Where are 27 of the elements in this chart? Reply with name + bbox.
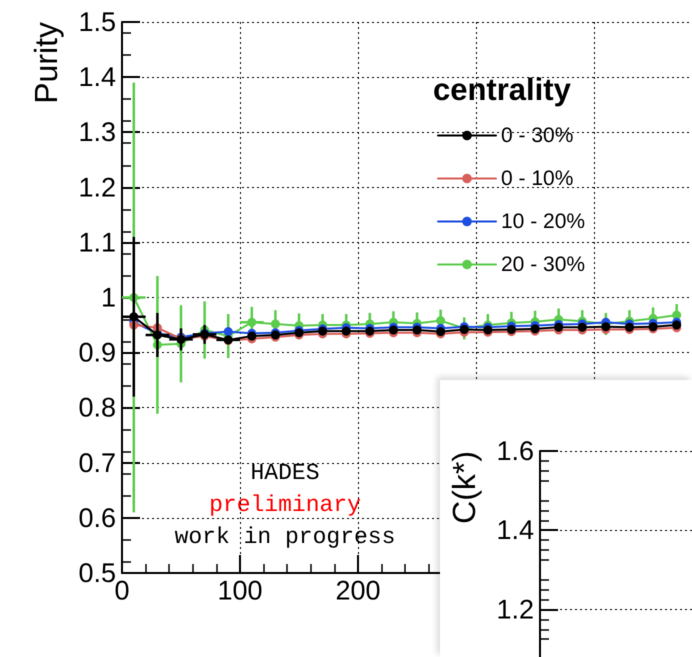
legend-label: 0 - 10% [501, 167, 574, 190]
y-tick-label: 1.5 [78, 7, 116, 37]
x-tick-label: 0 [114, 576, 130, 606]
x-tick-label: 100 [217, 576, 263, 606]
y-tick-label: 1.1 [78, 227, 116, 258]
legend-label: 10 - 20% [501, 210, 586, 233]
y-tick-label: 1.2 [78, 172, 116, 202]
y-tick-label: 0.6 [78, 502, 116, 533]
y-tick-label: 1.4 [78, 62, 116, 92]
annotation: 1.4 [496, 515, 534, 546]
annotation: preliminary [209, 492, 362, 518]
y-tick-label: 0.8 [78, 392, 116, 423]
annotation: work in progress [174, 524, 396, 550]
legend-label: 0 - 30% [501, 124, 574, 147]
annotation: 1.6 [496, 436, 534, 466]
y-tick-label: 1.3 [78, 117, 116, 148]
y-tick-label: 1 [100, 282, 116, 312]
y-tick-label: 0.7 [78, 448, 116, 478]
y-tick-label: 0.9 [78, 338, 116, 368]
text: 1.2 [496, 594, 534, 624]
x-tick-label: 200 [335, 576, 381, 606]
legend-title: centrality [433, 72, 572, 107]
text: C(k*) [446, 451, 482, 524]
annotation: HADES [250, 460, 320, 486]
y-tick-label: 0.5 [78, 558, 116, 588]
y-axis-title: Purity [28, 22, 64, 104]
legend-label: 20 - 30% [501, 253, 586, 276]
